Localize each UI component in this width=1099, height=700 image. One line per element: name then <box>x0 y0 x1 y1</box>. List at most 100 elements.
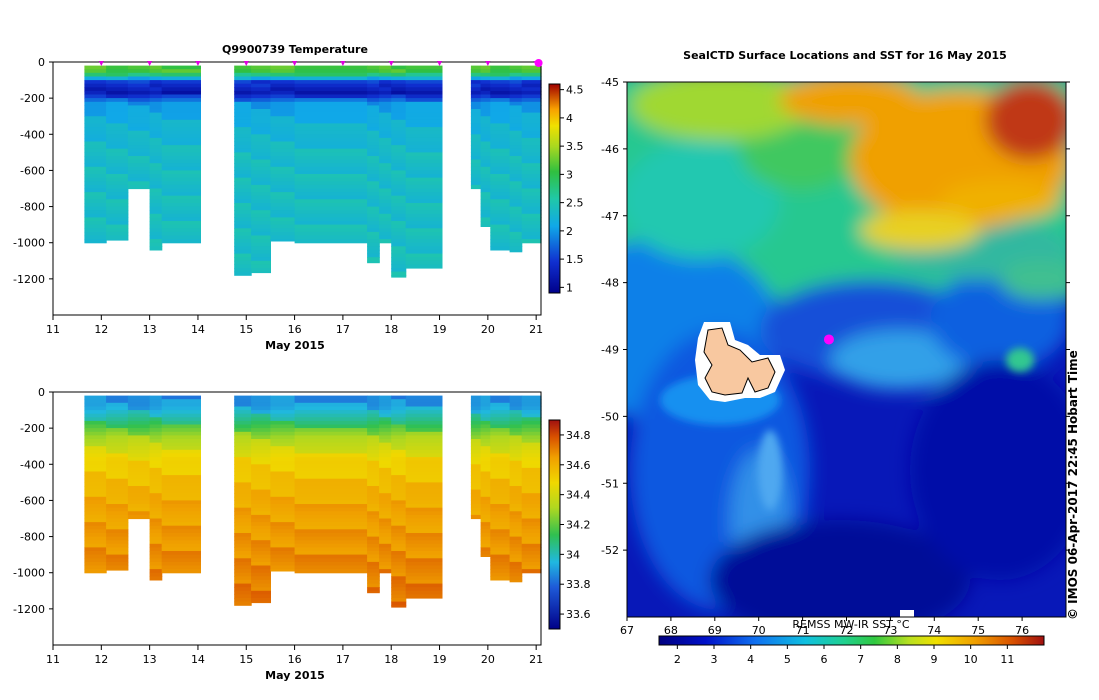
data-cell <box>509 540 523 545</box>
data-cell <box>480 65 491 70</box>
data-cell <box>251 547 271 552</box>
lon-tick-label: 70 <box>752 624 766 637</box>
data-cell <box>270 511 296 516</box>
data-cell <box>270 239 296 242</box>
data-cell <box>521 105 542 110</box>
data-cell <box>234 522 252 527</box>
data-cell <box>490 72 511 77</box>
data-cell <box>251 496 271 501</box>
data-cell <box>509 417 523 422</box>
data-cell <box>480 486 491 491</box>
data-cell <box>405 192 443 197</box>
data-cell <box>379 94 392 99</box>
profile-column-7 <box>270 395 296 572</box>
data-cell <box>367 145 380 150</box>
data-cell <box>149 195 163 200</box>
data-cell <box>379 177 392 182</box>
data-cell <box>391 159 407 164</box>
data-cell <box>161 525 201 530</box>
data-cell <box>521 228 542 233</box>
data-cell <box>84 522 107 527</box>
data-cell <box>391 522 407 527</box>
data-cell <box>127 141 151 146</box>
data-cell <box>84 551 107 556</box>
data-cell <box>294 486 368 491</box>
data-cell <box>490 572 511 577</box>
data-cell <box>480 417 491 422</box>
data-cell <box>270 76 296 81</box>
x-tick-label: 21 <box>529 323 543 336</box>
data-cell <box>106 83 129 88</box>
data-cell <box>294 464 368 469</box>
data-cell <box>84 210 107 215</box>
data-cell <box>251 217 271 222</box>
data-cell <box>405 206 443 211</box>
data-cell <box>161 123 201 128</box>
profile-column-2 <box>127 395 151 520</box>
x-tick-label: 18 <box>384 323 398 336</box>
data-cell <box>234 148 252 153</box>
data-cell <box>509 210 523 215</box>
copyright-text: © IMOS 06-Apr-2017 22:45 Hobart Time <box>1066 350 1080 620</box>
data-cell <box>251 569 271 574</box>
data-cell <box>127 413 151 418</box>
data-cell <box>106 239 129 241</box>
data-cell <box>270 224 296 229</box>
data-cell <box>270 442 296 447</box>
data-cell <box>521 558 542 563</box>
data-cell <box>470 428 482 433</box>
data-cell <box>470 453 482 458</box>
data-cell <box>270 203 296 208</box>
data-cell <box>391 533 407 538</box>
data-cell <box>405 493 443 498</box>
data-cell <box>84 177 107 182</box>
data-cell <box>84 565 107 570</box>
data-cell <box>84 123 107 128</box>
data-cell <box>149 464 163 469</box>
data-cell <box>521 239 542 244</box>
data-cell <box>490 228 511 233</box>
data-cell <box>379 174 392 179</box>
data-cell <box>84 101 107 106</box>
colorbar-tick-label: 34.6 <box>566 459 591 472</box>
data-cell <box>149 105 163 110</box>
data-cell <box>470 177 482 182</box>
data-cell <box>521 134 542 139</box>
data-cell <box>127 156 151 161</box>
data-cell <box>106 217 129 222</box>
data-cell <box>379 435 392 440</box>
data-cell <box>509 65 523 70</box>
data-cell <box>234 210 252 215</box>
data-cell <box>251 242 271 247</box>
data-cell <box>379 141 392 146</box>
x-tick-label: 11 <box>46 653 60 666</box>
data-cell <box>391 224 407 229</box>
data-cell <box>521 224 542 229</box>
data-cell <box>127 511 151 516</box>
data-cell <box>127 420 151 426</box>
data-cell <box>379 478 392 483</box>
data-cell <box>405 439 443 444</box>
data-cell <box>521 547 542 552</box>
data-cell <box>405 152 443 157</box>
data-cell <box>270 206 296 211</box>
data-cell <box>234 181 252 186</box>
data-cell <box>379 525 392 530</box>
data-cell <box>149 533 163 538</box>
data-cell <box>149 137 163 143</box>
data-cell <box>490 464 511 469</box>
data-cell <box>521 184 542 190</box>
data-cell <box>106 569 129 571</box>
data-cell <box>294 94 368 99</box>
data-cell <box>405 533 443 538</box>
data-cell <box>490 514 511 520</box>
data-cell <box>480 395 491 400</box>
data-cell <box>251 514 271 520</box>
data-cell <box>509 116 523 121</box>
data-cell <box>234 268 252 273</box>
data-cell <box>509 533 523 538</box>
data-cell <box>490 127 511 132</box>
lat-tick-label: -46 <box>601 143 619 156</box>
data-cell <box>84 420 107 426</box>
